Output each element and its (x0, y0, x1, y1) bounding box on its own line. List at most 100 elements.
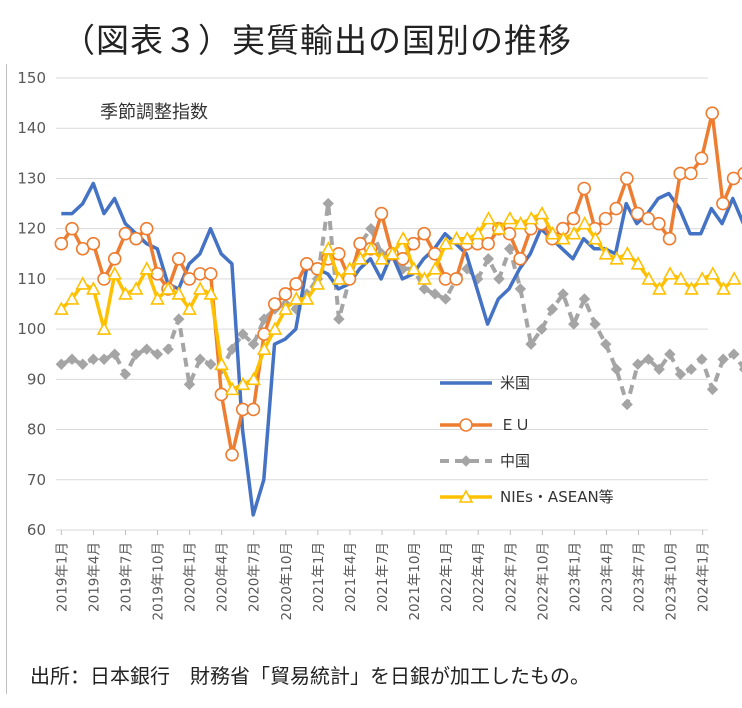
data-point (534, 205, 550, 220)
data-point (150, 291, 165, 305)
data-point (139, 261, 155, 275)
data-point (192, 281, 208, 295)
data-point (342, 261, 358, 275)
x-axis-ticks: 2019年1月 2019年4月 2019年7月 2019年10月 2020年1月 2020… (54, 530, 712, 621)
data-point (588, 231, 603, 245)
data-point (98, 353, 110, 365)
data-point (694, 271, 710, 285)
data-point (460, 455, 472, 467)
data-point (716, 281, 731, 295)
data-point (662, 266, 678, 280)
data-point (664, 348, 676, 360)
data-point (162, 343, 174, 355)
data-point (598, 211, 613, 226)
series-line (61, 181, 742, 517)
data-point (173, 313, 185, 325)
data-point (493, 273, 505, 285)
data-point (481, 236, 495, 251)
data-point (578, 293, 591, 305)
data-point (738, 366, 742, 373)
data-point (685, 363, 697, 375)
data-point (726, 171, 741, 186)
data-point (75, 276, 91, 290)
data-point (299, 257, 314, 271)
data-point (109, 348, 121, 360)
data-point (256, 341, 272, 356)
data-point (321, 241, 336, 255)
x-tick-label: 2021年1月 (311, 542, 327, 612)
data-point (353, 251, 368, 265)
chart-title: （図表３）実質輸出の国別の推移 (62, 21, 572, 60)
data-point (237, 328, 249, 340)
data-point (246, 402, 261, 417)
data-point (641, 271, 657, 285)
data-point (674, 368, 687, 381)
data-point (224, 381, 240, 396)
data-point (171, 286, 187, 300)
y-tick-label: 130 (17, 169, 46, 187)
y-tick-label: 120 (17, 220, 46, 238)
y-tick-label: 110 (17, 270, 46, 288)
data-point (577, 181, 591, 196)
x-tick-label: 2020年10月 (279, 542, 295, 621)
data-point (620, 246, 635, 260)
data-point (503, 243, 516, 255)
data-point (706, 383, 719, 396)
data-point (600, 338, 612, 350)
data-point (513, 251, 527, 266)
data-point (107, 266, 123, 280)
data-point (621, 398, 633, 411)
series-layer (53, 106, 742, 517)
data-point (183, 378, 196, 391)
data-point (417, 226, 431, 241)
chart-subtitle: 季節調整指数 (100, 102, 208, 123)
data-point (491, 220, 507, 235)
x-tick-label: 2019年7月 (118, 542, 134, 612)
x-tick-label: 2019年10月 (151, 542, 167, 621)
data-point (566, 226, 582, 240)
data-point (449, 231, 464, 245)
data-point (171, 251, 186, 266)
data-point (64, 291, 80, 305)
data-point (118, 286, 133, 300)
data-point (55, 358, 68, 370)
data-point (278, 301, 293, 315)
y-tick-label: 140 (17, 119, 46, 137)
data-point (96, 321, 112, 335)
data-point (610, 363, 623, 375)
x-tick-label: 2020年1月 (183, 542, 199, 612)
x-tick-label: 2022年7月 (503, 542, 519, 612)
data-point (86, 236, 101, 251)
data-point (513, 215, 528, 230)
data-point (632, 358, 644, 370)
data-point (299, 291, 315, 305)
x-tick-label: 2022年10月 (535, 542, 551, 621)
data-point (267, 321, 283, 335)
data-point (182, 301, 197, 315)
data-point (247, 338, 260, 350)
data-point (128, 281, 144, 295)
x-tick-label: 2020年7月 (247, 542, 263, 612)
data-point (235, 376, 251, 391)
legend-item: NIEs・ASEAN等 (440, 488, 614, 506)
data-point (523, 210, 539, 225)
data-point (203, 286, 219, 300)
x-tick-label: 2022年1月 (439, 542, 455, 612)
data-point (545, 226, 560, 240)
data-point (374, 206, 389, 221)
data-point (568, 318, 580, 330)
data-point (429, 288, 441, 300)
data-point (470, 226, 486, 240)
data-point (696, 353, 708, 365)
data-point (662, 231, 677, 246)
data-point (641, 211, 656, 226)
data-point (225, 447, 239, 462)
data-point (458, 489, 474, 503)
x-tick-label: 2019年4月 (86, 542, 102, 612)
data-point (87, 353, 100, 365)
data-point (694, 151, 709, 166)
x-tick-label: 2023年10月 (664, 542, 680, 621)
data-point (119, 368, 132, 381)
data-point (130, 348, 142, 360)
